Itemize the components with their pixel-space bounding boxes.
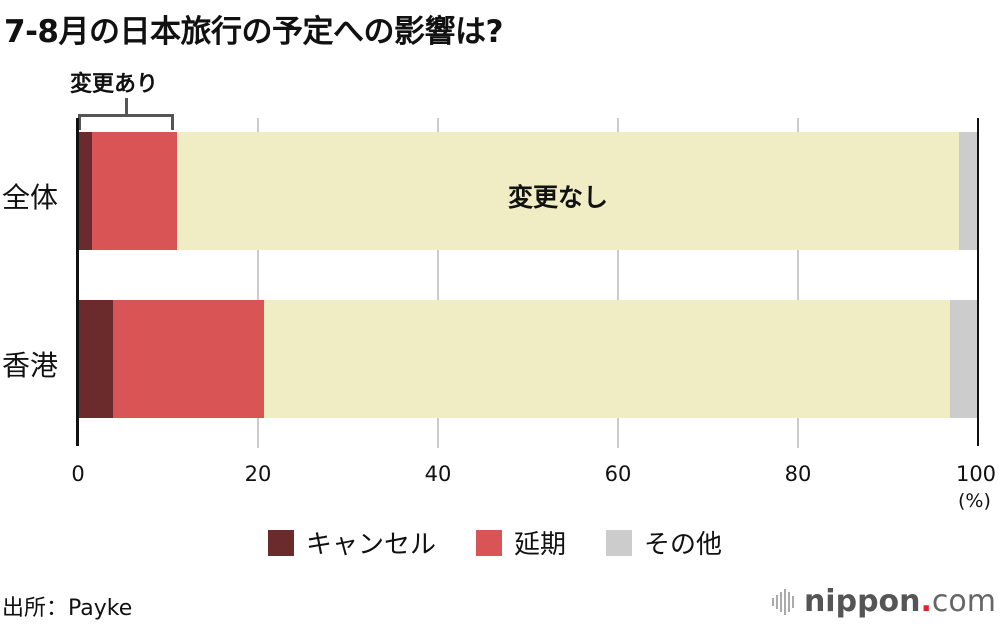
x-axis-unit: (%)	[958, 490, 991, 512]
bar-segment-cancel	[78, 132, 92, 250]
legend: キャンセル 延期 その他	[268, 524, 762, 561]
bar-segment-other	[950, 300, 978, 418]
x-tick-80: 80	[784, 462, 812, 486]
changed-bracket	[78, 114, 174, 130]
legend-swatch-other	[606, 529, 633, 556]
x-tick-60: 60	[604, 462, 632, 486]
bar-segment-delay	[91, 132, 177, 250]
nochange-label: 変更なし	[508, 183, 609, 212]
gridline-80	[797, 118, 799, 448]
bar-segment-delay	[113, 300, 265, 418]
logo-suffix: com	[931, 584, 996, 619]
gridline-60	[617, 118, 619, 448]
bar-all	[78, 132, 978, 250]
legend-item-delay: 延期	[476, 524, 566, 561]
legend-swatch-cancel	[268, 529, 294, 556]
logo-dot: .	[920, 584, 932, 619]
x-tick-0: 0	[71, 462, 85, 486]
bar-segment-cancel	[78, 300, 114, 418]
row-label-hongkong: 香港	[2, 349, 59, 382]
source-note: 出所：Payke	[2, 596, 133, 621]
gridline-20	[257, 118, 259, 448]
legend-item-other: その他	[606, 524, 722, 561]
bar-segment-nochange	[264, 300, 951, 418]
logo-main: nippon	[803, 584, 921, 619]
bar-segment-other	[959, 132, 978, 250]
right-axis-line	[977, 118, 979, 446]
chart-title: 7-8月の日本旅行の予定への影響は?	[4, 14, 504, 50]
gridline-40	[437, 118, 439, 448]
legend-label: 延期	[514, 530, 567, 560]
changed-bracket-label: 変更あり	[70, 72, 159, 97]
legend-label: その他	[644, 530, 723, 560]
bar-hongkong	[78, 300, 978, 418]
y-axis-line	[76, 118, 79, 446]
soundwave-icon	[771, 588, 796, 615]
legend-swatch-delay	[476, 529, 503, 556]
row-label-all: 全体	[2, 181, 59, 214]
plot-area	[78, 118, 978, 448]
legend-label: キャンセル	[306, 530, 437, 560]
x-tick-100: 100	[955, 462, 997, 486]
bar-segment-nochange	[177, 132, 960, 250]
bracket-stem	[125, 98, 128, 115]
x-tick-20: 20	[244, 462, 272, 486]
x-tick-40: 40	[424, 462, 452, 486]
legend-item-cancel: キャンセル	[268, 524, 436, 561]
nippon-logo: nippon. com	[771, 584, 996, 619]
